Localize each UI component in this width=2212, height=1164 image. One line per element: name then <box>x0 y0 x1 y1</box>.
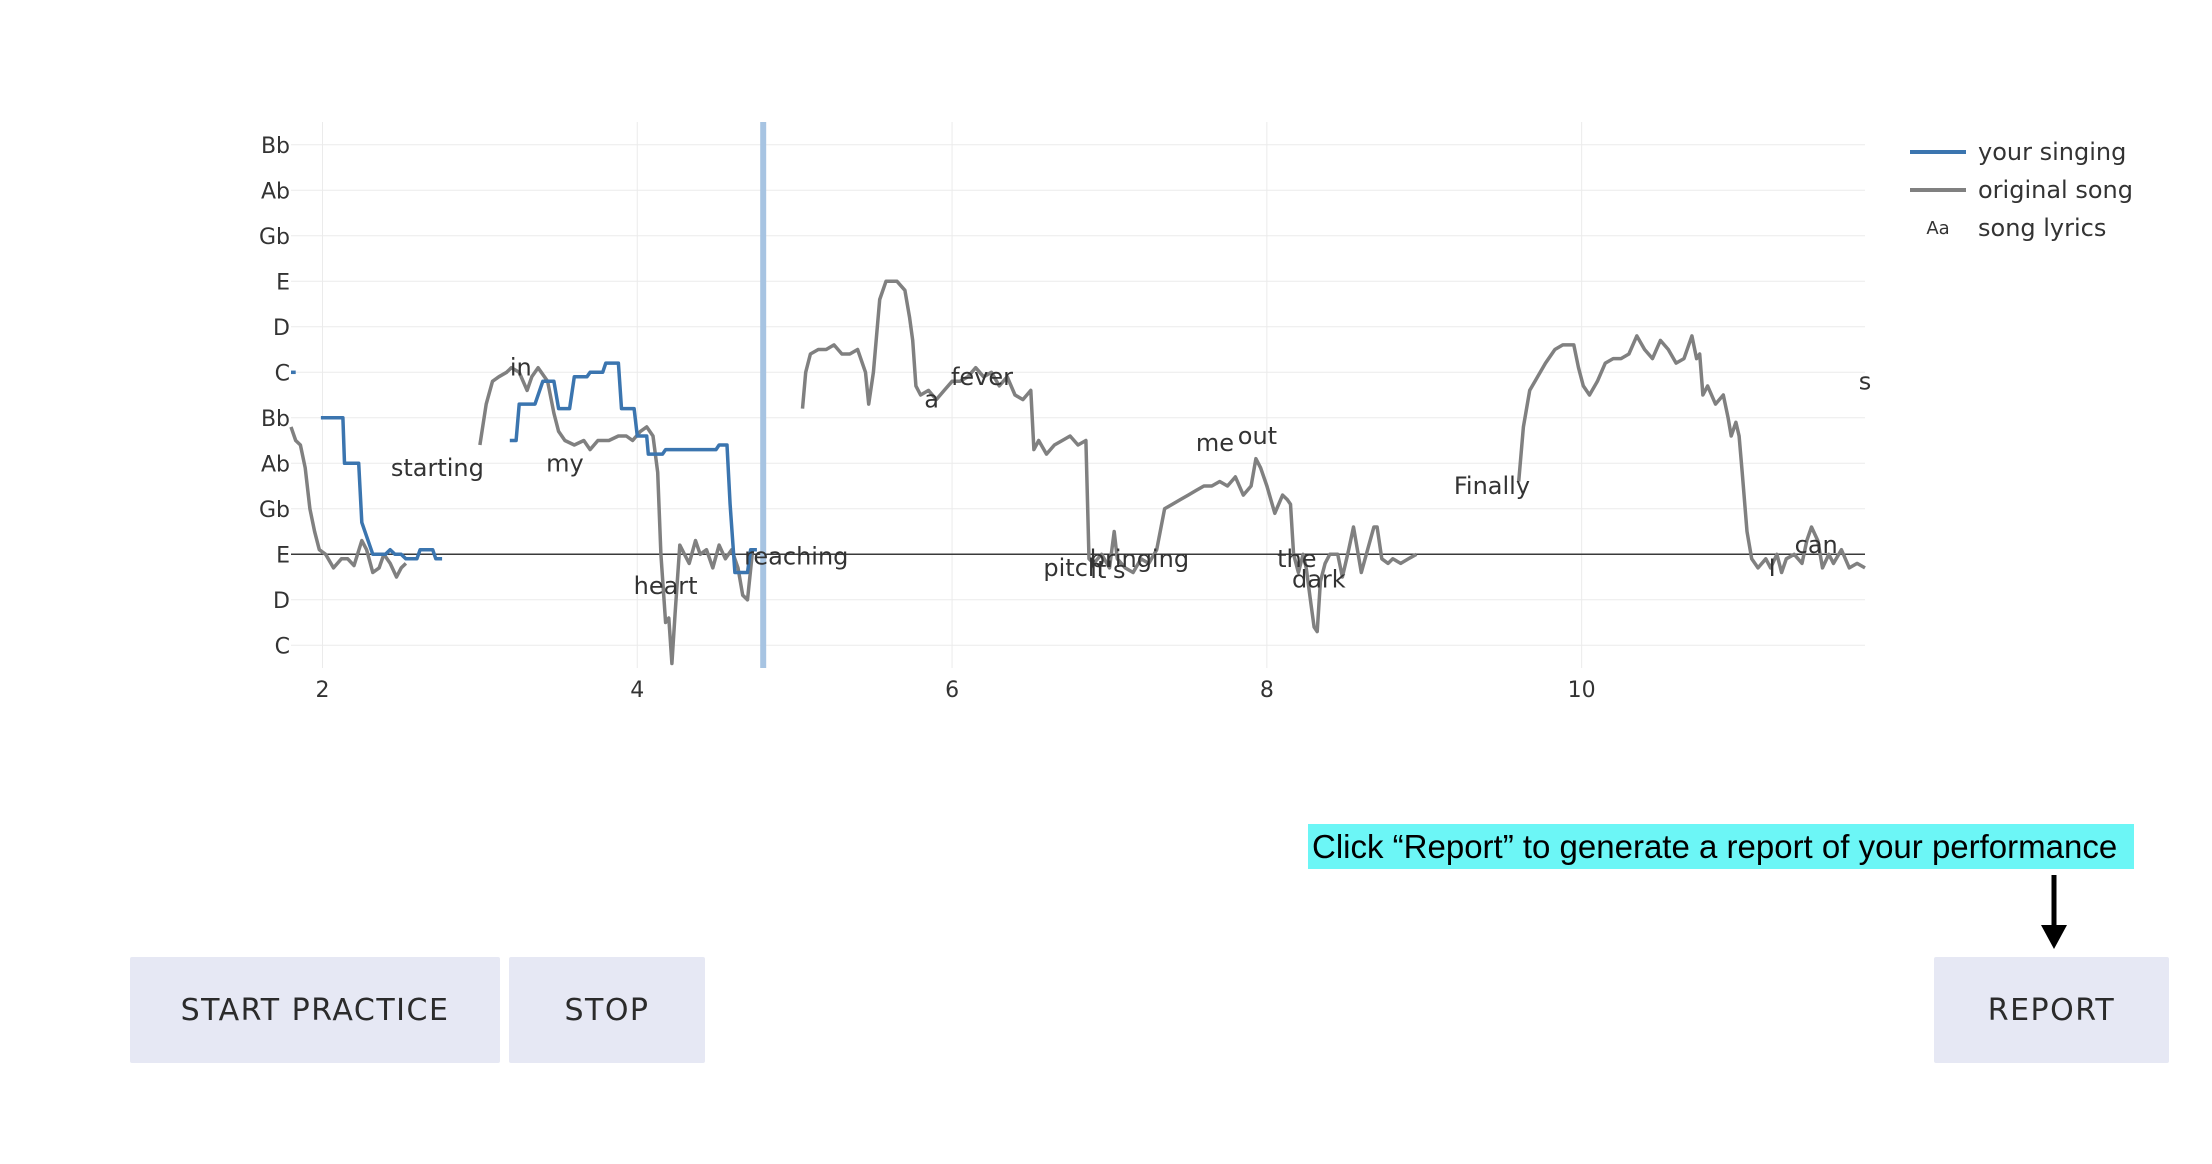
x-axis: 2 4 6 8 10 <box>315 678 1595 703</box>
lyric-label: s <box>1859 367 1872 395</box>
y-tick-label: E <box>276 543 290 568</box>
original-song-line <box>478 365 754 666</box>
original-song-line <box>800 279 1418 634</box>
lyric-label: heart <box>634 572 698 600</box>
your-singing-line <box>509 361 757 575</box>
lyric-label: my <box>546 449 584 477</box>
lyric-label: Finally <box>1454 472 1530 500</box>
down-arrow-icon <box>2041 875 2067 949</box>
your-singing-line <box>320 416 443 561</box>
lyric-label: pitch <box>1043 554 1103 582</box>
y-tick-label: E <box>276 270 290 295</box>
y-tick-label: D <box>273 316 290 341</box>
start-practice-button[interactable]: START PRACTICE <box>130 957 500 1063</box>
lyric-label: it's <box>1090 556 1125 584</box>
x-tick-label: 2 <box>315 678 329 703</box>
lyric-label: me <box>1196 429 1234 457</box>
legend[interactable]: your singing original song Aa song lyrics <box>1910 138 2133 242</box>
y-tick-label: Gb <box>259 225 290 250</box>
y-tick-label: Ab <box>261 452 290 477</box>
y-tick-label: Bb <box>261 407 290 432</box>
lyric-label: bringing <box>1090 545 1189 573</box>
original-song-line <box>1516 334 1866 575</box>
stop-button[interactable]: STOP <box>509 957 705 1063</box>
song-lyrics-legend-label: song lyrics <box>1978 214 2106 242</box>
lyric-label: can <box>1795 531 1838 559</box>
lyric-label: fever <box>951 363 1013 391</box>
x-tick-label: 10 <box>1568 678 1596 703</box>
lyric-label: in <box>510 354 532 382</box>
y-tick-label: C <box>275 361 290 386</box>
y-tick-label: D <box>273 589 290 614</box>
y-tick-label: Bb <box>261 134 290 159</box>
x-tick-label: 4 <box>630 678 644 703</box>
original-song-legend-label: original song <box>1978 176 2133 204</box>
series-layer <box>289 279 1866 666</box>
your-singing-legend-label: your singing <box>1978 138 2126 166</box>
grid <box>291 122 1865 668</box>
x-tick-label: 8 <box>1260 678 1274 703</box>
lyric-label: dark <box>1292 565 1346 593</box>
x-tick-label: 6 <box>945 678 959 703</box>
report-button[interactable]: REPORT <box>1934 957 2169 1063</box>
y-tick-label: Gb <box>259 498 290 523</box>
lyric-label: out <box>1238 422 1277 450</box>
lyric-label: reaching <box>744 543 848 571</box>
lyric-label: I <box>1769 554 1776 582</box>
lyric-label: the <box>1277 545 1316 573</box>
song-lyrics-legend-icon: Aa <box>1926 218 1949 239</box>
y-tick-label: Ab <box>261 179 290 204</box>
original-song-line <box>289 426 408 579</box>
report-hint: Click “Report” to generate a report of y… <box>1308 824 2134 869</box>
lyric-label: a <box>924 386 939 414</box>
lyric-label: starting <box>391 454 484 482</box>
y-tick-label: C <box>275 634 290 659</box>
